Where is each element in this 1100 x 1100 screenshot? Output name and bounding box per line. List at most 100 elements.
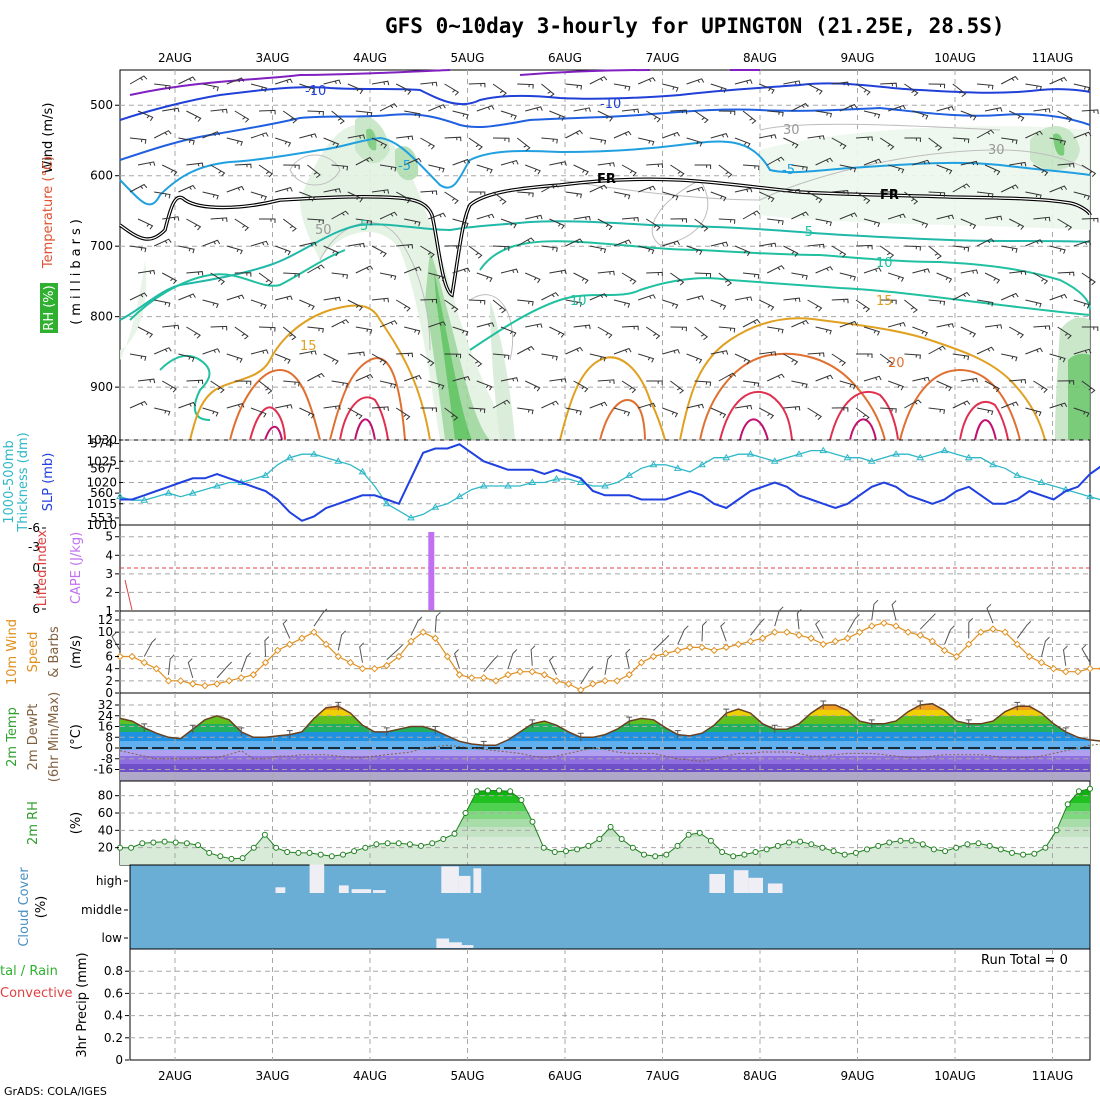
wind-barb (621, 325, 639, 331)
wind-barb (984, 380, 1000, 393)
thickness-point (722, 453, 731, 461)
wind-barb (863, 218, 881, 228)
wind-barb-10m (548, 656, 557, 676)
wind-barb (815, 110, 833, 118)
thickness-point (795, 450, 803, 457)
rh-point (395, 840, 402, 847)
wind-barb (492, 245, 510, 251)
wind-barb (1025, 299, 1042, 308)
rh-point (295, 849, 302, 856)
wind-point (128, 652, 136, 661)
date-label-top: 6AUG (548, 51, 582, 65)
date-label-bottom: 3AUG (256, 1069, 290, 1083)
wind-point (843, 634, 852, 642)
wind-barb (452, 267, 471, 274)
wind-point (322, 640, 330, 649)
rh-point (1031, 850, 1038, 857)
wind-barb (492, 399, 511, 409)
cloud-bar-high (709, 874, 725, 893)
rh-point (730, 853, 737, 860)
precip-total-label: tal / Rain (0, 964, 58, 979)
rh-point (340, 851, 346, 858)
rh2m-label: 2m RH (26, 801, 41, 845)
axis-tick-label: 3 (32, 582, 40, 596)
wind-point (213, 680, 221, 688)
thickness-point (916, 453, 925, 461)
wind-barb (1057, 218, 1073, 231)
wind-barb (928, 137, 943, 151)
wind-barb (153, 130, 172, 139)
rh-point (195, 842, 201, 849)
wind-barb (202, 191, 219, 200)
iso-label-minus5-b: -5 (782, 163, 795, 178)
rh-point (1020, 851, 1027, 858)
wind-barb (815, 157, 834, 166)
wind-point (346, 658, 355, 667)
wind-barb (129, 353, 147, 361)
wind-barb (984, 272, 1001, 284)
wind-barb (783, 353, 799, 366)
thickness-series (119, 449, 1100, 519)
wind-barb (686, 137, 703, 147)
wind-barb (573, 324, 591, 330)
precip-convective-label: Convective (0, 986, 73, 1001)
rh-point (161, 838, 168, 845)
wind-barb (976, 238, 995, 247)
wind-point (589, 680, 597, 688)
date-label-bottom: 6AUG (548, 1069, 582, 1083)
wind-point (237, 674, 245, 682)
wind-barb (259, 218, 276, 223)
cloud-bar-high (338, 885, 349, 893)
wind-barb (638, 245, 655, 255)
axis-tick-label: -6 (28, 521, 40, 535)
wind-barb (710, 241, 729, 247)
wind-point (722, 643, 730, 652)
upper-wind-barbs (129, 75, 1099, 421)
cloud-bar-high (767, 883, 783, 893)
thickness-point (698, 460, 706, 468)
thickness-point (746, 450, 755, 457)
wind-barb (500, 268, 519, 274)
wind-barb (984, 324, 1003, 329)
grads-credit: GrADS: COLA/IGES (4, 1085, 107, 1098)
wind-barb (662, 240, 680, 247)
rh-point (641, 851, 647, 858)
date-label-top: 9AUG (841, 51, 875, 65)
wind-barb-10m (986, 603, 994, 624)
thickness-point (431, 503, 440, 510)
wind-barb (250, 349, 269, 355)
axis-tick-label: 2 (105, 585, 113, 599)
wind-barb (976, 191, 994, 198)
temp-label-1: 2m Temp (5, 707, 20, 767)
wind-barb (565, 129, 583, 139)
wind-barb (210, 380, 225, 394)
thickness-point (455, 492, 464, 500)
wind-barb (517, 299, 534, 306)
rh-point (518, 797, 525, 803)
wind-barb (888, 213, 906, 220)
rh-point (674, 842, 681, 849)
temp-label-3: (6hr Min/Max) (47, 692, 62, 782)
wind-barb-10m (313, 608, 328, 627)
wind-barb (202, 299, 219, 309)
wind-point (734, 640, 743, 649)
wind-barb (670, 326, 687, 332)
wind-barb (468, 137, 483, 151)
wind-barb (476, 164, 493, 174)
axis-tick-label: 1030 (86, 433, 117, 447)
wind-point (431, 634, 439, 642)
wind-barb (129, 292, 148, 301)
wind-point (334, 652, 342, 661)
minmax-marker (820, 700, 827, 709)
wind-point (225, 677, 233, 685)
wind-barb (371, 189, 390, 194)
wind-barb (710, 83, 727, 93)
wind-barb (831, 190, 849, 195)
wind-barb (976, 299, 994, 307)
wind-barb (904, 399, 922, 409)
wind-barb (1057, 271, 1075, 277)
wind-barb (541, 353, 558, 361)
axis-tick-label: 32 (98, 698, 113, 712)
wind-barb (452, 218, 469, 228)
